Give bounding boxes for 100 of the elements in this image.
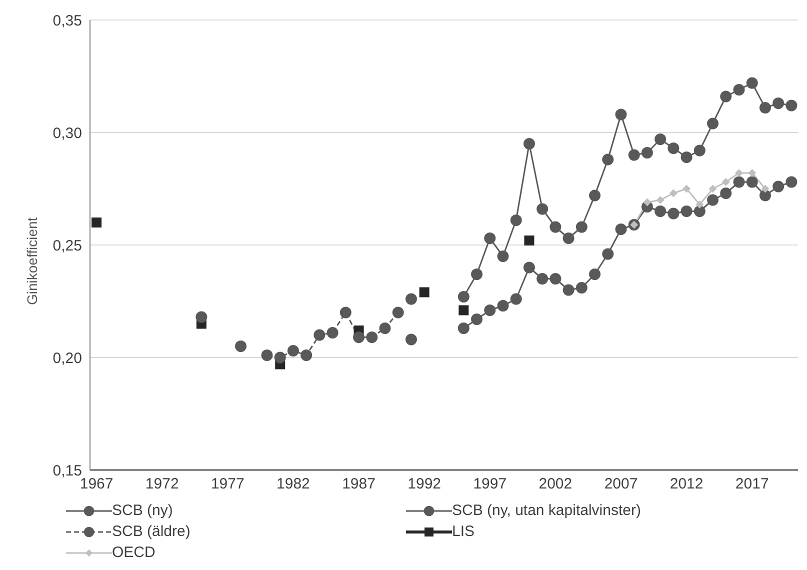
- legend-label: SCB (ny): [112, 501, 173, 521]
- legend-label: SCB (äldre): [112, 522, 190, 542]
- point: [669, 189, 678, 198]
- point: [707, 118, 719, 130]
- x-tick-label: 1982: [276, 476, 310, 493]
- x-tick-label: 1992: [408, 476, 442, 493]
- x-tick-label: 1977: [210, 476, 244, 493]
- point: [235, 340, 247, 352]
- point: [326, 327, 338, 338]
- point: [761, 184, 770, 193]
- point: [261, 350, 273, 361]
- point: [405, 293, 417, 305]
- point: [694, 144, 706, 156]
- point: [602, 248, 614, 260]
- point: [615, 108, 627, 120]
- point: [656, 196, 664, 204]
- point: [602, 154, 614, 166]
- point: [748, 169, 756, 177]
- point: [759, 190, 771, 202]
- point: [458, 291, 470, 302]
- point: [654, 134, 666, 145]
- point: [708, 184, 717, 193]
- x-tick-label: 1967: [80, 476, 114, 493]
- point: [668, 142, 680, 154]
- point: [536, 273, 548, 284]
- point: [694, 206, 706, 217]
- point: [523, 262, 535, 274]
- point: [733, 176, 745, 188]
- y-tick-label: 0,25: [52, 237, 82, 254]
- y-tick-label: 0,30: [52, 124, 82, 142]
- point: [392, 306, 404, 318]
- point: [641, 147, 653, 158]
- x-tick-label: 1997: [473, 476, 507, 493]
- point: [668, 208, 680, 220]
- point: [680, 152, 692, 163]
- point: [696, 200, 704, 208]
- point: [550, 221, 562, 233]
- point: [484, 304, 496, 316]
- point: [419, 287, 430, 298]
- point: [654, 206, 666, 217]
- legend-label: SCB (ny, utan kapitalvinster): [452, 501, 641, 521]
- point: [786, 176, 798, 188]
- point: [458, 322, 470, 334]
- point: [471, 268, 483, 280]
- point: [536, 203, 548, 215]
- y-tick-label: 0,20: [52, 350, 82, 367]
- x-tick-label: 2007: [604, 476, 638, 493]
- point: [786, 100, 798, 112]
- point: [550, 273, 562, 284]
- point: [497, 250, 509, 262]
- point: [746, 77, 758, 89]
- point: [471, 314, 483, 325]
- point: [562, 284, 574, 296]
- point: [589, 190, 601, 202]
- y-axis-title: Ginikoefficient: [24, 217, 40, 305]
- point: [707, 194, 719, 206]
- point: [523, 138, 535, 150]
- point: [405, 334, 417, 346]
- point: [92, 218, 102, 228]
- point: [643, 198, 652, 206]
- point: [314, 329, 326, 341]
- point: [562, 232, 574, 244]
- point: [682, 184, 691, 193]
- legend-label: LIS: [452, 522, 475, 542]
- point: [379, 322, 391, 334]
- point: [746, 176, 758, 188]
- point: [300, 350, 312, 361]
- point: [484, 232, 496, 244]
- point: [510, 293, 522, 305]
- x-tick-label: 2002: [538, 476, 572, 493]
- point: [680, 206, 692, 217]
- point: [510, 214, 522, 226]
- point: [196, 311, 208, 323]
- point: [759, 102, 771, 114]
- point: [458, 305, 469, 316]
- point: [524, 236, 534, 246]
- point: [733, 84, 745, 96]
- point: [576, 282, 588, 294]
- point: [340, 306, 352, 318]
- point: [576, 221, 588, 233]
- x-tick-label: 2012: [670, 476, 704, 493]
- point: [497, 300, 509, 312]
- point: [615, 224, 627, 235]
- point: [274, 352, 286, 364]
- x-tick-label: 1972: [145, 476, 179, 493]
- x-tick-label: 2017: [735, 476, 769, 493]
- point: [720, 188, 732, 199]
- point: [287, 345, 299, 356]
- y-tick-label: 0,35: [52, 12, 82, 30]
- point: [772, 180, 784, 192]
- point: [353, 332, 365, 343]
- legend-label: OECD: [112, 543, 156, 563]
- point: [722, 178, 730, 186]
- point: [589, 268, 601, 280]
- x-tick-label: 1987: [342, 476, 376, 493]
- point: [720, 90, 732, 102]
- point: [628, 149, 640, 161]
- point: [366, 332, 378, 343]
- y-tick-label: 0,15: [52, 462, 82, 480]
- point: [772, 98, 784, 109]
